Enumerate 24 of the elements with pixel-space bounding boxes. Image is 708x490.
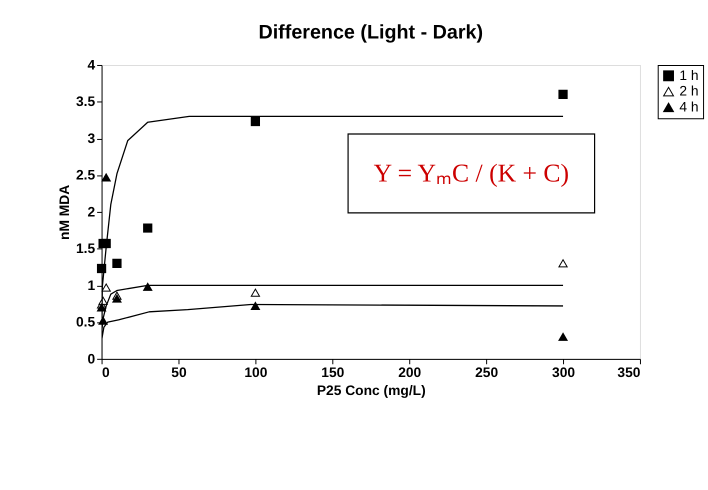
chart-title: Difference (Light - Dark) [258,21,484,44]
y-tick-label: 1 [87,278,96,293]
y-tick-label: 0 [87,351,96,366]
legend-label: 2 h [679,84,699,99]
x-tick-label: 250 [475,365,498,380]
legend-label: 1 h [679,68,699,83]
x-tick-label: 200 [398,365,422,380]
y-tick-label: 3.5 [76,94,96,110]
annotation: Y = YₘC / (K + C) [374,158,570,188]
y-tick-label: 4 [87,57,96,72]
y-tick-label: 2.5 [76,168,96,183]
x-tick-label: 150 [321,365,345,380]
x-tick-label: 100 [244,365,268,380]
x-tick-label: 350 [617,365,641,380]
y-axis-title: nM MDA [57,184,72,240]
x-axis-title: P25 Conc (mg/L) [316,382,426,398]
legend-label: 4 h [679,99,699,114]
y-tick-label: 3 [87,130,96,146]
x-tick-label: 0 [102,365,110,380]
y-tick-label: 0.5 [76,314,96,330]
y-tick-label: 2 [87,204,96,220]
x-tick-label: 50 [171,365,187,380]
y-tick-label: 1.5 [76,241,96,256]
x-tick-label: 300 [552,365,576,380]
